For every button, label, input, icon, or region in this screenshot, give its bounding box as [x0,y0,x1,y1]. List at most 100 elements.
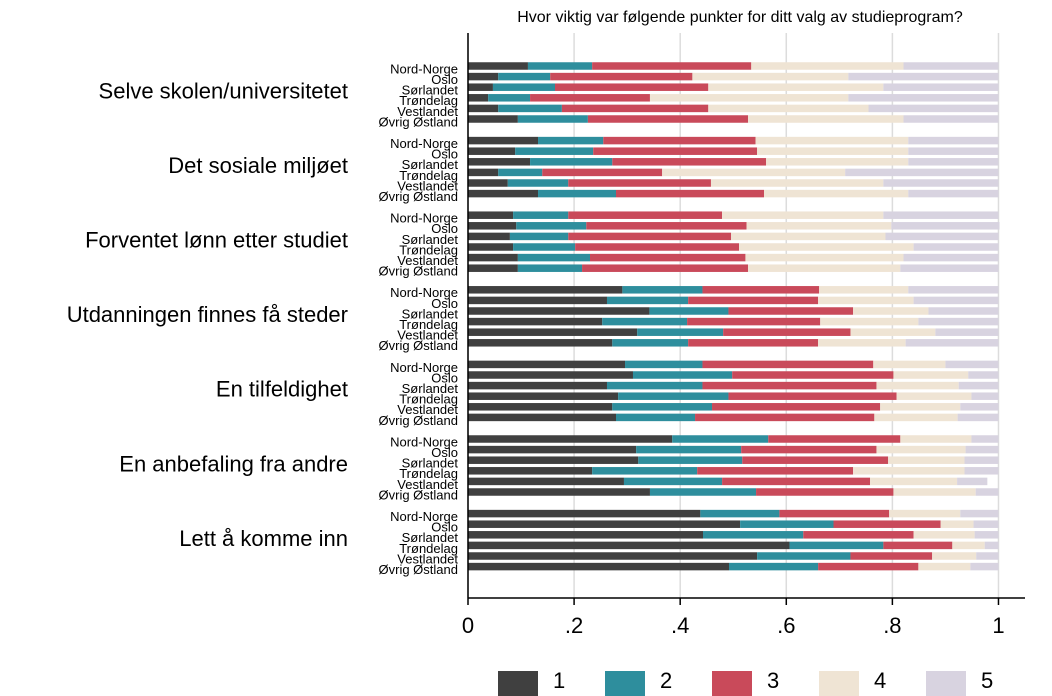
bar-segment [848,72,999,81]
group-label: Utdanningen finnes få steder [67,302,348,327]
bar-segment [803,531,914,539]
bar-segment [742,456,889,464]
bar-segment [722,211,884,219]
bar-segment [728,562,819,571]
bar-segment [582,264,749,272]
bar-segment [746,222,892,230]
y-tick-label: Nord-Norge [390,61,458,76]
bar-segment [513,243,576,251]
bar-segment [748,264,901,272]
x-tick-label: 0 [462,613,474,638]
y-tick-label: Oslo [431,72,458,87]
bar-segment [516,222,587,230]
y-tick-label: Oslo [431,296,458,311]
bar-segment [498,168,543,177]
bar-segment [468,392,619,400]
bar-segment [745,253,904,262]
y-tick-label: Sørlandet [402,232,459,247]
bar-segment [498,104,562,113]
bar-segment [649,488,757,496]
legend-swatch [712,671,752,696]
bar-segment [708,104,869,113]
bar-segment [965,445,999,454]
bar-segment [468,445,637,454]
bar-segment [550,72,693,81]
y-tick-label: Vestlandet [397,477,458,492]
bar-segment [876,445,966,454]
bar-segment [885,232,999,241]
bar-segment [468,435,673,443]
bar-segment [586,222,747,230]
bar-segment [468,477,624,486]
bar-segment [468,147,516,155]
bar-segment [883,211,999,219]
bar-segment [468,381,607,390]
bar-segment [918,562,971,571]
bar-segment [515,147,594,155]
bar-segment [468,222,517,230]
bar-segment [468,488,650,496]
bar-segment [468,360,626,369]
bar-segment [468,136,539,145]
bar-segment [755,136,909,145]
bar-segment [893,488,976,496]
bar-segment [468,168,499,177]
bar-segment [850,552,933,560]
bar-segment [957,477,988,486]
bar-segment [891,222,1000,230]
y-tick-label: Vestlandet [397,551,458,566]
bar-segment [722,477,871,486]
bar-segment [618,392,729,400]
y-tick-label: Trøndelag [399,541,458,556]
bar-segment [964,467,999,475]
bar-segment [492,83,555,91]
bar-segment [568,211,723,219]
bar-segment [712,403,881,411]
y-tick-label: Sørlandet [402,306,459,321]
bar-segment [708,83,884,91]
y-tick-label: Trøndelag [399,392,458,407]
bar-segment [517,253,591,262]
bar-segment [984,541,999,550]
y-tick-label: Vestlandet [397,402,458,417]
bar-segment [710,179,884,187]
y-tick-label: Oslo [431,370,458,385]
bar-segment [700,509,780,518]
bar-segment [903,62,999,70]
bar-segment [970,562,999,571]
bar-segment [695,413,875,422]
bar-segment [908,147,999,155]
y-tick-label: Oslo [431,221,458,236]
bar-segment [940,520,974,528]
x-tick-label: .8 [883,613,901,638]
bar-segment [513,211,569,219]
y-tick-label: Sørlandet [402,157,459,172]
bar-segment [818,339,906,347]
bar-segment [468,307,650,315]
legend-label: 3 [767,668,779,693]
y-tick-label: Trøndelag [399,466,458,481]
bar-segment [468,189,539,198]
bar-segment [468,562,729,571]
bar-segment [779,509,890,518]
bar-segment [602,317,688,326]
bar-segment [468,552,758,560]
bar-segment [592,62,752,70]
bar-segment [702,286,820,294]
bar-segment [468,467,593,475]
group-label: Selve skolen/universitetet [99,78,348,103]
bar-segment [688,296,819,305]
bar-segment [517,115,588,123]
bar-segment [507,179,569,187]
bar-segment [766,158,909,166]
group-label: En anbefaling fra andre [119,451,348,476]
y-tick-label: Oslo [431,147,458,162]
bar-segment [538,189,617,198]
bar-segment [468,72,499,81]
y-tick-label: Vestlandet [397,328,458,343]
legend-label: 5 [981,668,993,693]
y-tick-label: Vestlandet [397,253,458,268]
y-tick-label: Vestlandet [397,178,458,193]
bar-segment [616,189,765,198]
bar-segment [616,413,696,422]
